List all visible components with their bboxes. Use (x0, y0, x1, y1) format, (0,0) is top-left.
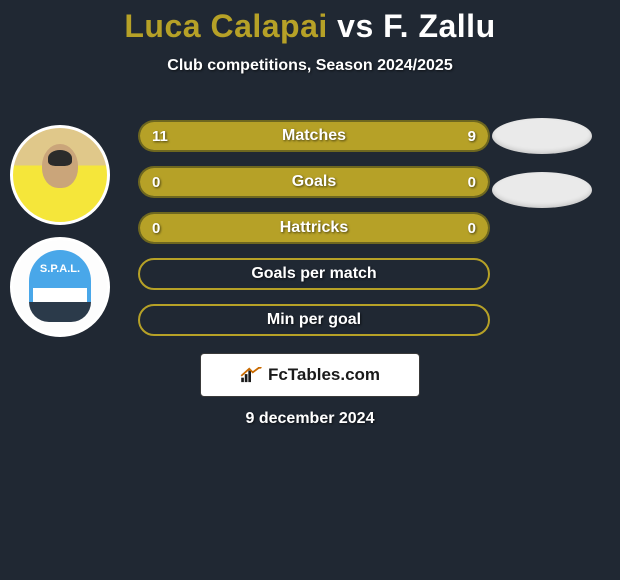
player2-club-placeholder (492, 172, 592, 208)
stat-label: Hattricks (140, 214, 488, 242)
stat-value-right: 0 (468, 168, 476, 196)
stat-label: Min per goal (140, 306, 488, 334)
player2-club-badge: S.P.A.L. (10, 237, 110, 337)
player1-avatar (10, 125, 110, 225)
stat-value-left: 11 (152, 122, 168, 150)
stat-value-left: 0 (152, 214, 160, 242)
stat-bar: Hattricks0 0 (138, 212, 490, 244)
player2-name: F. Zallu (383, 8, 495, 44)
stat-bar: Goals per match (138, 258, 490, 290)
brand-text: FcTables.com (268, 365, 380, 385)
fctables-logo-icon (240, 367, 262, 383)
stat-label: Goals (140, 168, 488, 196)
player2-placeholder-column (492, 118, 602, 226)
badge-text: S.P.A.L. (29, 250, 91, 288)
vs-text: vs (337, 8, 374, 44)
stat-bar: Goals0 0 (138, 166, 490, 198)
stat-bar: Min per goal (138, 304, 490, 336)
player2-avatar-placeholder (492, 118, 592, 154)
comparison-title: Luca Calapai vs F. Zallu (0, 0, 620, 45)
stat-value-right: 9 (468, 122, 476, 150)
stat-value-right: 0 (468, 214, 476, 242)
player1-name: Luca Calapai (124, 8, 327, 44)
subtitle-text: Club competitions, Season 2024/2025 (0, 57, 620, 75)
stat-bars: Matches119Goals00Hattricks00Goals per ma… (138, 120, 490, 350)
stat-bar: Matches11 9 (138, 120, 490, 152)
date-text: 9 december 2024 (0, 410, 620, 428)
left-avatars: S.P.A.L. (10, 125, 120, 349)
stat-value-left: 0 (152, 168, 160, 196)
stat-label: Matches (140, 122, 488, 150)
brand-box: FcTables.com (200, 353, 420, 397)
stat-label: Goals per match (140, 260, 488, 288)
